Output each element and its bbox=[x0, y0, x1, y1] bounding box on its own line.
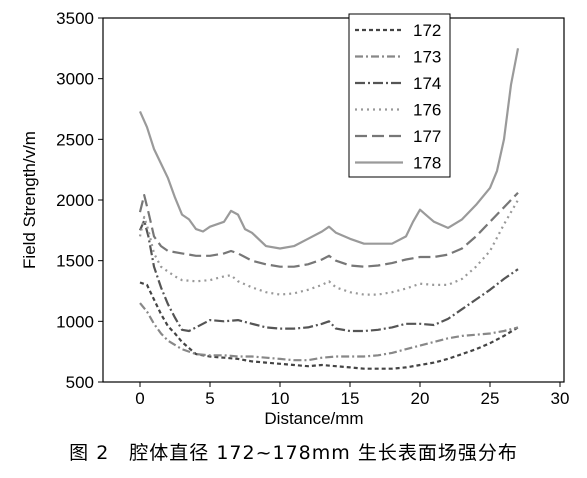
y-tick-label: 3500 bbox=[56, 9, 94, 28]
x-tick-label: 5 bbox=[205, 389, 214, 408]
field-strength-chart: 0 5 10 15 20 25 30 500 1000 1500 2000 2500 3000 3500… bbox=[20, 9, 569, 428]
series-line-176 bbox=[138, 199, 519, 296]
legend-box bbox=[348, 13, 451, 178]
series-line-173 bbox=[139, 302, 519, 362]
legend-label-177: 177 bbox=[413, 127, 441, 146]
series-line-177 bbox=[138, 191, 519, 268]
y-tick-label: 2000 bbox=[56, 191, 94, 210]
x-tick-label: 0 bbox=[135, 389, 144, 408]
y-axis-label: Field Strength/v/m bbox=[20, 131, 39, 269]
y-tick-label: 1500 bbox=[56, 252, 94, 271]
legend-label-174: 174 bbox=[413, 74, 441, 93]
x-tick-label: 20 bbox=[411, 389, 430, 408]
x-axis-ticks: 0 5 10 15 20 25 30 bbox=[135, 382, 569, 408]
x-tick-label: 25 bbox=[481, 389, 500, 408]
x-tick-label: 30 bbox=[551, 389, 570, 408]
legend-label-173: 173 bbox=[413, 48, 441, 67]
figure-caption: 图 2 腔体直径 172~178mm 生长表面场强分布 bbox=[69, 442, 518, 464]
legend-label-176: 176 bbox=[413, 101, 441, 120]
x-tick-label: 15 bbox=[341, 389, 360, 408]
series-lines bbox=[138, 48, 520, 370]
legend: 172 173 174 176 177 178 bbox=[348, 13, 451, 178]
legend-label-172: 172 bbox=[413, 21, 441, 40]
y-tick-label: 500 bbox=[66, 373, 94, 392]
x-axis-label: Distance/mm bbox=[264, 409, 363, 428]
x-tick-label: 10 bbox=[271, 389, 290, 408]
series-line-172 bbox=[139, 281, 519, 370]
y-tick-label: 1000 bbox=[56, 312, 94, 331]
legend-label-178: 178 bbox=[413, 154, 441, 173]
series-line-178 bbox=[138, 48, 520, 250]
plot-area bbox=[102, 17, 565, 383]
y-axis-ticks: 500 1000 1500 2000 2500 3000 3500 bbox=[56, 9, 103, 392]
y-tick-label: 2500 bbox=[56, 130, 94, 149]
y-tick-label: 3000 bbox=[56, 70, 94, 89]
